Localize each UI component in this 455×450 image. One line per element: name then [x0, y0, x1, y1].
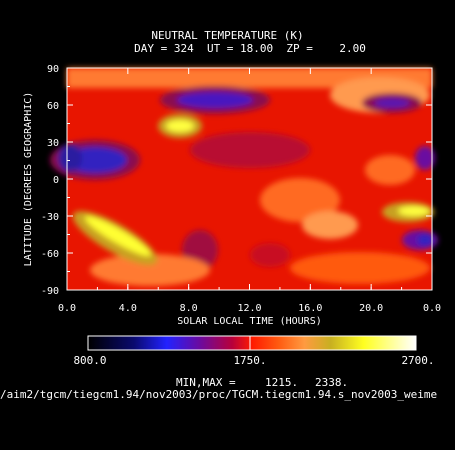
- axes: 0.0 4.0 8.0 12.0 16.0 20.0 0.0 90 60 30 0 -30 -60 -90: [41, 64, 441, 314]
- y-axis-label: LATITUDE (DEGREES GEOGRAPHIC): [23, 91, 34, 267]
- y-tick-label: 90: [47, 64, 59, 75]
- colorbar: [87, 335, 417, 351]
- max-value: 2338.: [315, 376, 349, 389]
- y-tick-label: -30: [41, 212, 59, 223]
- heatmap-contours: [50, 68, 438, 286]
- file-path: /aim2/tgcm/tiegcm1.94/nov2003/proc/TGCM.…: [0, 389, 438, 401]
- x-tick-label: 0.0: [423, 303, 441, 314]
- colorbar-max-label: 2700.: [401, 354, 435, 367]
- y-tick-label: -90: [41, 286, 59, 297]
- y-tick-label: 0: [53, 175, 59, 186]
- colorbar-min-label: 800.0: [73, 354, 107, 367]
- x-tick-label: 16.0: [298, 303, 322, 314]
- y-tick-label: -60: [41, 249, 59, 260]
- x-tick-label: 4.0: [119, 303, 137, 314]
- minmax-label: MIN,MAX =: [176, 376, 236, 389]
- heatmap-field: [50, 68, 438, 290]
- x-tick-label: 0.0: [58, 303, 76, 314]
- x-tick-label: 8.0: [180, 303, 198, 314]
- x-tick-label: 12.0: [237, 303, 261, 314]
- y-tick-label: 60: [47, 101, 59, 112]
- chart-subtitle: DAY = 324 UT = 18.00 ZP = 2.00: [134, 42, 366, 55]
- x-axis-label: SOLAR LOCAL TIME (HOURS): [177, 316, 322, 327]
- y-tick-label: 30: [47, 138, 59, 149]
- x-tick-label: 20.0: [359, 303, 383, 314]
- colorbar-mid-label: 1750.: [233, 354, 267, 367]
- min-value: 1215.: [265, 376, 299, 389]
- chart-title: NEUTRAL TEMPERATURE (K): [151, 29, 304, 42]
